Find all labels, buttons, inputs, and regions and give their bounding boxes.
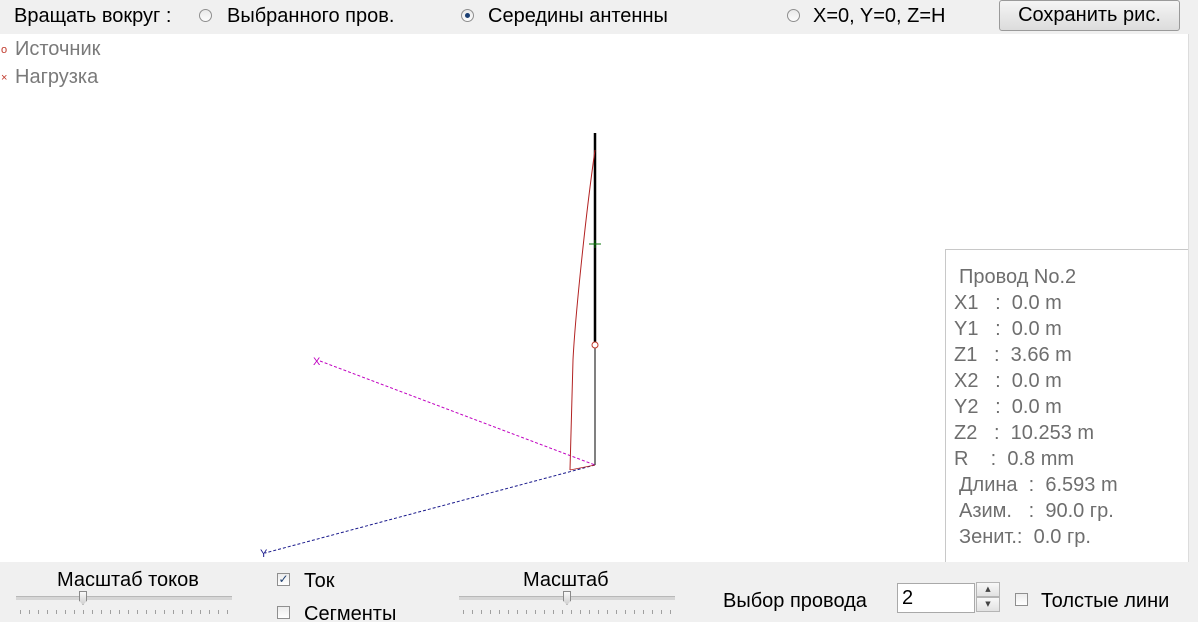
wire-info-radius: R : 0.8 mm (954, 448, 1075, 470)
current-distribution-curve (569, 149, 596, 471)
y-axis-label: Y (260, 548, 268, 560)
current-scale-thumb[interactable] (79, 591, 87, 605)
radio-selected-wire-label[interactable]: Выбранного пров. (227, 5, 395, 27)
current-scale-ticks (20, 610, 232, 614)
segments-checkbox[interactable] (277, 606, 290, 619)
current-scale-track[interactable] (16, 596, 232, 600)
load-legend-label: Нагрузка (15, 66, 99, 88)
current-checkbox-label[interactable]: Ток (304, 570, 335, 592)
radio-antenna-center-label[interactable]: Середины антенны (488, 5, 668, 27)
save-image-button[interactable]: Сохранить рис. (999, 0, 1180, 31)
source-marker (591, 341, 599, 349)
wire-info-azimuth: Азим. : 90.0 гр. (959, 500, 1114, 522)
wire-info-x2: X2 : 0.0 m (954, 370, 1062, 392)
wire-info-y2: Y2 : 0.0 m (954, 396, 1062, 418)
segments-checkbox-label[interactable]: Сегменты (304, 603, 397, 622)
wire-info-y1: Y1 : 0.0 m (954, 318, 1062, 340)
wire-info-z2: Z2 : 10.253 m (954, 422, 1095, 444)
wire-info-length: Длина : 6.593 m (959, 474, 1118, 496)
wire-select-label: Выбор провода (723, 590, 867, 612)
wire-select-input[interactable] (897, 583, 975, 613)
load-legend-icon: × (1, 71, 8, 84)
current-checkbox[interactable]: ✓ (277, 572, 290, 586)
source-legend-icon: o (1, 43, 8, 56)
wire-info-zenith: Зенит.: 0.0 гр. (959, 526, 1091, 548)
spin-up-icon[interactable]: ▲ (976, 582, 1000, 597)
wire-info-panel: Провод No.2 X1 : 0.0 m Y1 : 0.0 m Z1 : 3… (945, 249, 1189, 562)
scale-label: Масштаб (523, 569, 609, 591)
thick-lines-checkbox[interactable] (1015, 593, 1028, 606)
wire-info-title: Провод No.2 (959, 266, 1077, 288)
right-scrollbar[interactable] (1188, 34, 1198, 562)
radio-origin-height[interactable] (787, 9, 800, 22)
scale-ticks (463, 610, 675, 614)
y-axis-line (264, 464, 596, 554)
legend-load: × Нагрузка (0, 65, 98, 90)
radio-antenna-center[interactable] (461, 9, 474, 22)
radio-selected-wire[interactable] (199, 9, 212, 22)
source-legend-label: Источник (15, 38, 101, 60)
x-axis-label: X (313, 356, 321, 368)
radio-origin-height-label[interactable]: X=0, Y=0, Z=H (813, 5, 946, 27)
legend-source: o Источник (0, 37, 100, 62)
wire-info-z1: Z1 : 3.66 m (954, 344, 1072, 366)
x-axis-line (319, 360, 596, 466)
thick-lines-label[interactable]: Толстые лини (1041, 590, 1170, 612)
rotate-around-label: Вращать вокруг : (14, 5, 172, 27)
scale-thumb[interactable] (563, 591, 571, 605)
spin-down-icon[interactable]: ▼ (976, 597, 1000, 612)
bottom-controls: Масштаб токов ✓ Ток Сегменты Масштаб Выб… (0, 562, 1198, 622)
current-scale-label: Масштаб токов (57, 569, 199, 591)
wire-info-x1: X1 : 0.0 m (954, 292, 1062, 314)
current-base-link (569, 464, 596, 471)
rotation-toolbar: Вращать вокруг : Выбранного пров. Середи… (0, 0, 1198, 34)
antenna-3d-viewport[interactable]: X Y (0, 34, 1188, 562)
